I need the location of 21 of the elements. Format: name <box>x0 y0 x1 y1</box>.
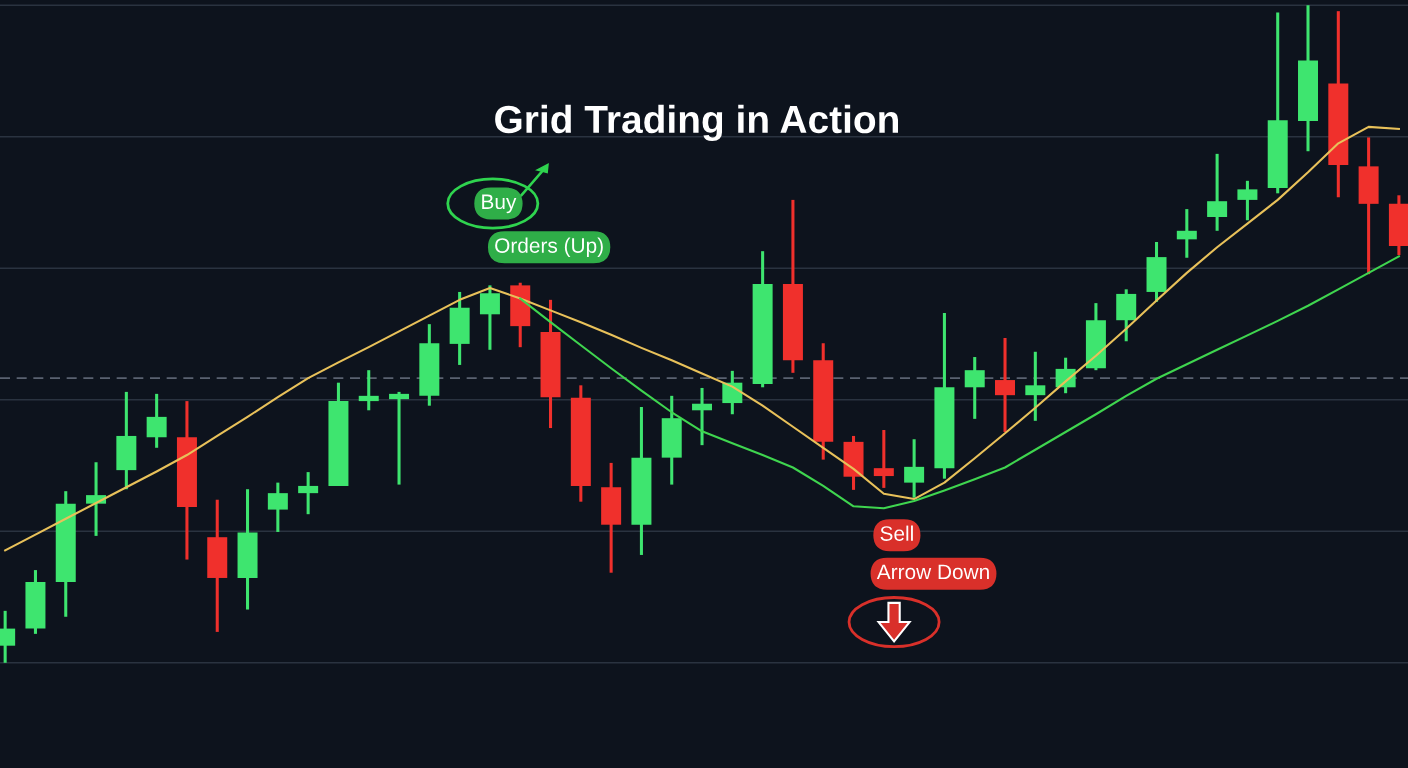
candlestick <box>995 337 1016 432</box>
candlestick <box>873 430 894 488</box>
candlestick <box>1237 179 1258 221</box>
candlestick <box>904 439 925 498</box>
candlestick <box>692 386 713 447</box>
annotation: Orders (Up) <box>495 237 603 258</box>
text: Grid Trading in Action <box>495 104 898 142</box>
annotation: Buy <box>482 194 517 214</box>
candlestick <box>146 392 167 448</box>
candlestick <box>1207 152 1228 231</box>
annotation: Sell <box>880 525 913 541</box>
candlestick <box>267 482 288 532</box>
candlestick <box>1025 350 1046 421</box>
candlestick <box>358 370 379 411</box>
annotation: Arrow Down <box>876 564 989 580</box>
candlestick <box>86 462 107 536</box>
candlestick <box>479 285 500 350</box>
candlestick <box>964 357 985 419</box>
candlestick <box>298 472 319 516</box>
candlestick <box>389 390 410 485</box>
candlestick <box>1176 209 1197 258</box>
